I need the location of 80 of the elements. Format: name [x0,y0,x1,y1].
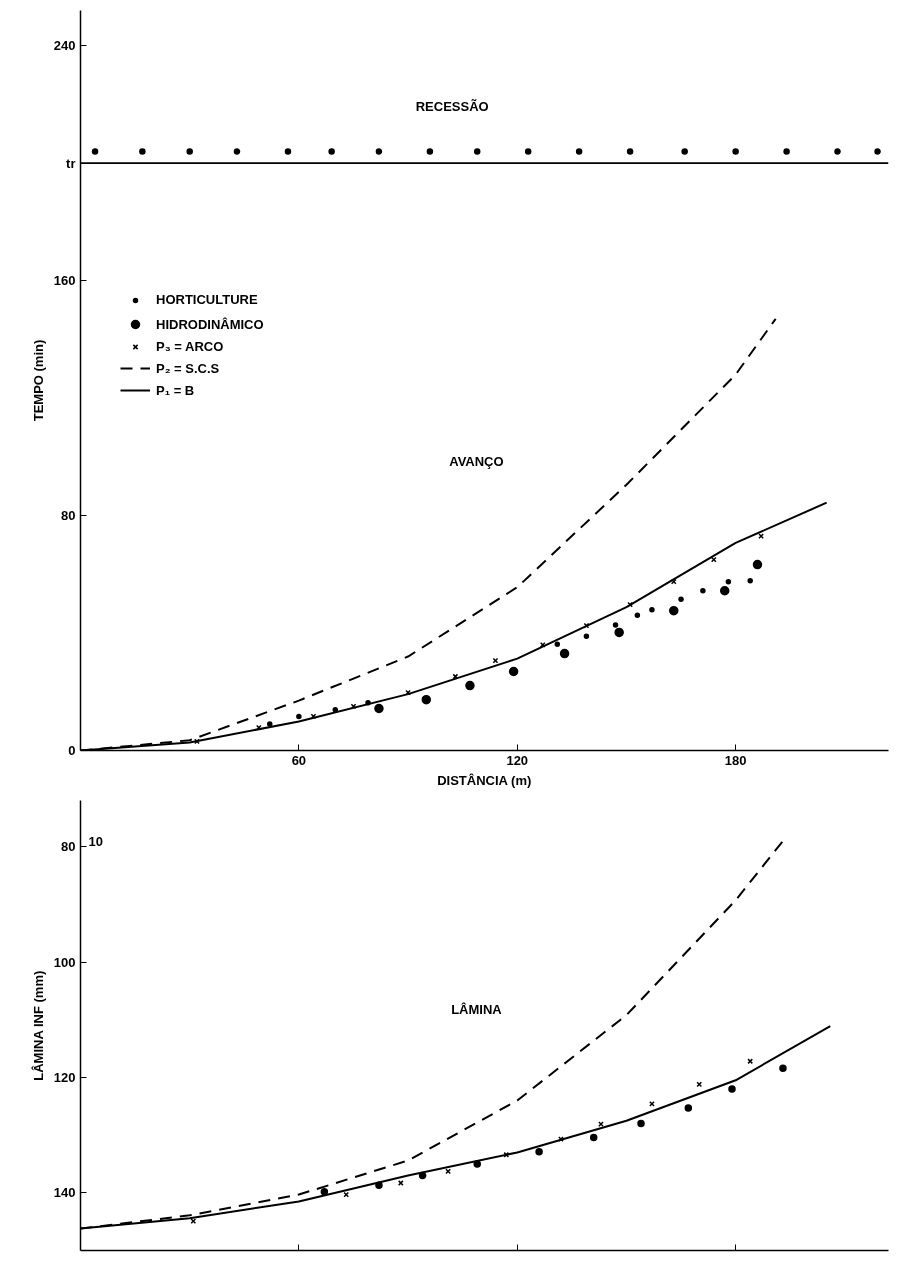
point [649,607,655,613]
annotation: RECESSÃO [415,99,489,115]
x-tick-label: 120 [506,752,529,768]
point [612,622,619,628]
point [678,596,684,603]
point [874,148,881,155]
point [554,641,561,647]
point [426,148,434,155]
point [296,713,302,720]
point [320,1187,329,1196]
point [473,148,481,155]
legend-label: P₁ = B [156,381,195,400]
point [508,666,519,677]
point [332,706,339,713]
y-tick-label: 120 [53,1069,76,1085]
y-tick-label: 240 [53,38,76,54]
point [834,148,841,155]
point [684,1104,693,1112]
point [233,148,241,155]
point [350,703,357,710]
legend-label: HORTICULTURE [156,292,258,307]
x-axis-title: DISTÂNCIA (m) [437,772,532,788]
y-axis-title: LÂMINA INF (mm) [30,970,46,1081]
point [375,148,383,155]
annotation: 10 [88,833,104,849]
point [669,605,679,616]
legend-label: P₃ = ARCO [156,338,224,354]
y-tick-label: 160 [53,273,76,289]
point [418,1171,427,1180]
point [681,148,688,155]
point [783,148,790,155]
point [634,612,641,618]
point [374,703,384,714]
point [728,1085,736,1093]
point [503,1151,510,1158]
point [779,1064,787,1072]
y-tick-label: tr [66,155,76,171]
annotation: AVANÇO [449,454,504,470]
point [365,699,371,706]
point [524,148,532,155]
point [473,1160,481,1168]
y-tick-label: 0 [68,743,76,758]
point [752,559,763,570]
y-tick-label: 140 [53,1185,76,1201]
point [284,148,292,155]
annotation: LÂMINA [451,1001,503,1017]
point [559,648,570,659]
point [575,148,583,155]
point [583,633,590,640]
y-tick-label: 80 [61,508,76,524]
point [747,578,753,584]
x-tick-label: 60 [291,752,307,768]
point [558,1136,564,1143]
y-axis-title: TEMPO (min) [30,339,46,422]
point [637,1119,645,1128]
point [310,713,317,720]
y-tick-label: 100 [53,954,76,970]
point [465,680,475,691]
legend-label: HIDRODINÂMICO [156,315,264,334]
point [535,1148,543,1156]
point [267,721,273,727]
point [492,657,499,664]
point [139,148,146,155]
point [725,578,732,585]
point [589,1133,598,1142]
y-tick-label: 80 [61,839,76,855]
point [719,586,730,596]
legend-label: P₂ = S.C.S [156,359,220,378]
point [91,148,99,155]
point [732,148,739,155]
point [186,148,193,155]
point [375,1181,383,1190]
x-tick-label: 180 [724,752,747,768]
point [614,627,624,638]
point [700,588,706,594]
point [328,148,335,155]
point [758,533,764,540]
point [649,1101,655,1107]
point [626,148,634,155]
point [421,694,432,705]
